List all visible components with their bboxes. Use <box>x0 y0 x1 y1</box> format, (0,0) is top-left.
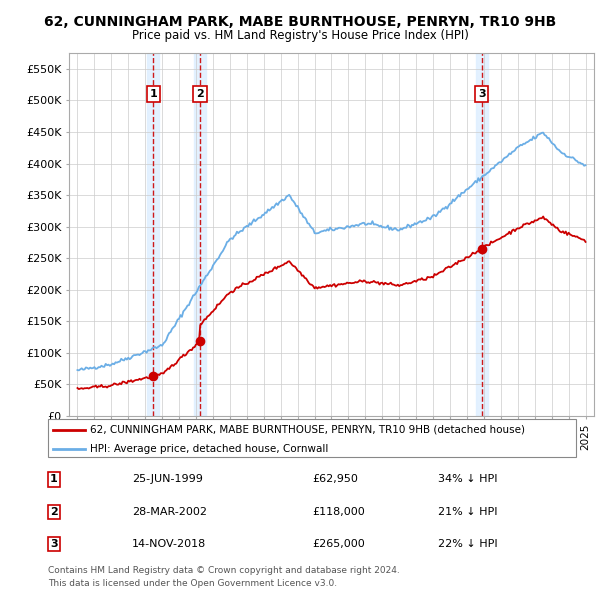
Text: 2: 2 <box>196 89 204 99</box>
Text: Price paid vs. HM Land Registry's House Price Index (HPI): Price paid vs. HM Land Registry's House … <box>131 30 469 42</box>
Text: HPI: Average price, detached house, Cornwall: HPI: Average price, detached house, Corn… <box>90 444 329 454</box>
Text: Contains HM Land Registry data © Crown copyright and database right 2024.: Contains HM Land Registry data © Crown c… <box>48 566 400 575</box>
Text: 1: 1 <box>50 474 58 484</box>
Text: £265,000: £265,000 <box>312 539 365 549</box>
Text: £118,000: £118,000 <box>312 507 365 517</box>
Bar <box>194 53 206 416</box>
Text: 3: 3 <box>50 539 58 549</box>
Text: 3: 3 <box>478 89 485 99</box>
Text: 34% ↓ HPI: 34% ↓ HPI <box>438 474 497 484</box>
Bar <box>148 53 159 416</box>
Text: 28-MAR-2002: 28-MAR-2002 <box>132 507 207 517</box>
Text: 21% ↓ HPI: 21% ↓ HPI <box>438 507 497 517</box>
Text: 25-JUN-1999: 25-JUN-1999 <box>132 474 203 484</box>
Text: 62, CUNNINGHAM PARK, MABE BURNTHOUSE, PENRYN, TR10 9HB: 62, CUNNINGHAM PARK, MABE BURNTHOUSE, PE… <box>44 15 556 29</box>
Text: This data is licensed under the Open Government Licence v3.0.: This data is licensed under the Open Gov… <box>48 579 337 588</box>
FancyBboxPatch shape <box>48 419 576 457</box>
Text: £62,950: £62,950 <box>312 474 358 484</box>
Text: 62, CUNNINGHAM PARK, MABE BURNTHOUSE, PENRYN, TR10 9HB (detached house): 62, CUNNINGHAM PARK, MABE BURNTHOUSE, PE… <box>90 425 525 435</box>
Bar <box>476 53 488 416</box>
Text: 22% ↓ HPI: 22% ↓ HPI <box>438 539 497 549</box>
Text: 2: 2 <box>50 507 58 517</box>
Text: 14-NOV-2018: 14-NOV-2018 <box>132 539 206 549</box>
Text: 1: 1 <box>149 89 157 99</box>
